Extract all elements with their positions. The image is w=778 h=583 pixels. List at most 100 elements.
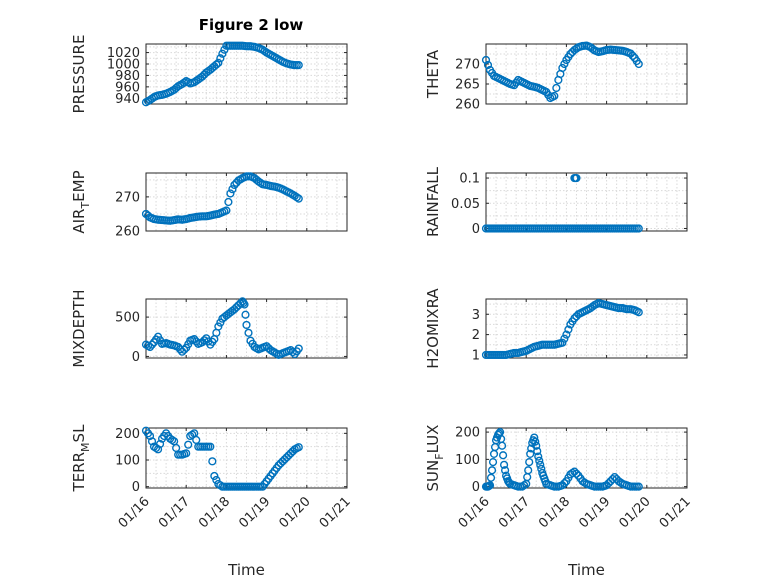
mixdepth-point <box>214 322 223 331</box>
pressure-axes <box>145 43 348 105</box>
sun_flux-xtick-label: 01/17 <box>496 494 533 531</box>
air_temp-ylabel: AIRTEMP <box>70 170 92 233</box>
sun_flux-point <box>560 479 569 488</box>
sun_flux-point <box>497 441 507 450</box>
air_temp-point <box>226 189 235 198</box>
terr_msl-point <box>153 445 163 454</box>
mixdepth-axes <box>145 298 348 359</box>
pressure-point <box>260 47 269 56</box>
pressure-ytick-label: 980 <box>115 69 140 84</box>
terr_msl-point <box>210 471 219 481</box>
pressure-point <box>214 58 223 67</box>
terr_msl-point <box>182 449 191 458</box>
h2omixra-point <box>560 334 569 343</box>
sun_flux-point <box>634 482 643 491</box>
sun_flux-point <box>533 447 542 456</box>
theta-point <box>588 44 597 53</box>
sun_flux-point <box>535 456 544 465</box>
air_temp-point <box>143 211 153 220</box>
terr_msl-point <box>145 431 155 441</box>
h2omixra-ytick-label: 3 <box>472 308 480 323</box>
mixdepth-point <box>192 337 201 346</box>
terr_msl-ytick-label: 0 <box>132 480 140 495</box>
terr_msl-point <box>208 457 217 466</box>
sun_flux-xtick-label: 01/16 <box>456 494 493 531</box>
sun_flux-point <box>490 442 500 452</box>
theta-ytick-label: 260 <box>455 98 480 113</box>
rainfall-ylabel: RAINFALL <box>424 166 442 237</box>
theta-point <box>560 59 569 69</box>
sun_flux-ytick-label: 100 <box>455 453 480 468</box>
sun_flux-point <box>530 433 539 442</box>
mixdepth-point <box>241 310 250 319</box>
theta-point <box>626 49 635 58</box>
mixdepth-ylabel: MIXDEPTH <box>70 289 88 367</box>
sun_flux-point <box>523 472 532 482</box>
h2omixra-ytick-label: 1 <box>472 348 480 363</box>
theta-point <box>483 60 493 70</box>
theta-ytick-label: 270 <box>455 58 480 73</box>
theta-axes <box>485 43 688 105</box>
sun_flux-xtick-label: 01/21 <box>657 494 694 531</box>
mixdepth-point <box>147 340 157 349</box>
pressure-point <box>216 54 225 63</box>
h2omixra-point <box>564 325 573 334</box>
sun_flux-point <box>486 473 496 482</box>
theta-point <box>628 51 637 60</box>
h2omixra-point <box>562 330 571 339</box>
h2omixra-ylabel: H2OMIXRA <box>424 288 442 369</box>
sun_flux-point <box>500 466 510 475</box>
pressure-point <box>218 49 227 58</box>
pressure-point <box>294 61 303 70</box>
terr_msl-ytick-label: 200 <box>115 427 140 442</box>
mixdepth-point <box>244 328 253 337</box>
sun_flux-point <box>532 441 541 450</box>
sun_flux-point <box>572 469 581 478</box>
air_temp-ytick-label: 270 <box>115 190 140 205</box>
h2omixra-point <box>634 308 643 317</box>
rainfall-point <box>634 224 643 233</box>
sun_flux-ylabel: SUNFLUX <box>424 425 446 492</box>
figure-title: Figure 2 low <box>199 16 304 34</box>
air_temp-point <box>228 185 237 194</box>
terr_msl-ylabel: TERRMSL <box>70 424 92 493</box>
sun_flux-ytick-label: 200 <box>455 426 480 441</box>
sun_flux-xlabel: Time <box>567 561 605 579</box>
theta-point <box>550 91 559 101</box>
mixdepth-point <box>145 342 155 352</box>
mixdepth-point <box>240 300 249 309</box>
sun_flux-point <box>531 437 540 446</box>
sun_flux-xtick-label: 01/19 <box>576 494 613 531</box>
mixdepth-point <box>190 335 199 344</box>
mixdepth-point <box>236 299 245 308</box>
terr_msl-axes <box>145 427 348 489</box>
terr_msl-xtick-label: 01/21 <box>317 494 354 531</box>
terr_msl-xtick-label: 01/17 <box>156 494 193 531</box>
mixdepth-point <box>216 318 225 327</box>
air_temp-point <box>292 193 301 202</box>
terr_msl-xlabel: Time <box>227 561 265 579</box>
terr_msl-point <box>184 440 193 449</box>
sun_flux-point <box>485 481 495 490</box>
theta-point <box>481 55 491 65</box>
h2omixra-point <box>558 338 567 347</box>
pressure-ytick-label: 1000 <box>107 58 140 73</box>
sun_flux-xtick-label: 01/20 <box>617 494 654 531</box>
theta-ytick-label: 265 <box>455 78 480 93</box>
air_temp-point <box>222 206 231 215</box>
pressure-ytick-label: 1020 <box>107 46 140 61</box>
terr_msl-xtick-label: 01/16 <box>116 494 153 531</box>
sun_flux-point <box>487 466 497 475</box>
sun_flux-point <box>498 451 508 460</box>
sun_flux-ytick-label: 0 <box>472 480 480 495</box>
terr_msl-point <box>212 475 221 485</box>
air_temp-point <box>230 180 239 190</box>
terr_msl-point <box>206 442 215 451</box>
rainfall-point <box>572 173 581 183</box>
theta-point <box>552 83 561 93</box>
rainfall-ytick-label: 0.1 <box>459 172 480 187</box>
sun_flux-point <box>499 460 509 469</box>
terr_msl-point <box>294 443 303 452</box>
h2omixra-point <box>588 302 597 311</box>
